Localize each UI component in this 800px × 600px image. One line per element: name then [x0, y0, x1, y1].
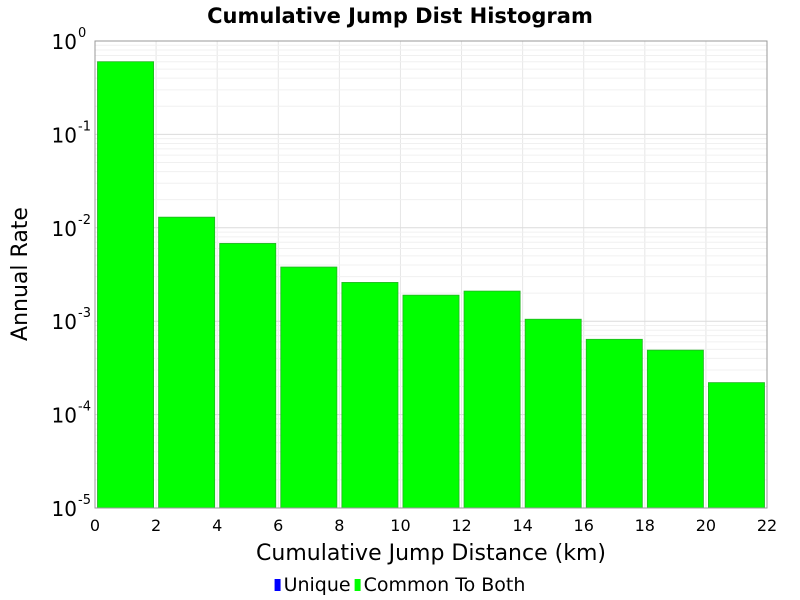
- x-tick-label: 6: [273, 516, 283, 535]
- y-tick-exponent: -4: [78, 400, 91, 415]
- y-tick-label: 10 -4: [52, 400, 91, 428]
- plot-frame: [94, 40, 768, 509]
- legend-label: Common To Both: [364, 574, 526, 596]
- bar: [708, 382, 765, 509]
- x-tick-label: 2: [151, 516, 161, 535]
- x-axis-ticks: 0 2 4 6 8 10 12 14 16 18 20 22: [90, 516, 777, 535]
- x-tick-label: 0: [90, 516, 100, 535]
- x-axis-label: Cumulative Jump Distance (km): [256, 541, 606, 566]
- y-tick-base: 10: [52, 30, 77, 54]
- y-tick-exponent: -3: [78, 306, 91, 321]
- bar: [219, 243, 277, 509]
- x-tick-label: 20: [696, 516, 716, 535]
- bar: [585, 338, 643, 509]
- y-tick-label: 10 0: [52, 26, 87, 54]
- y-axis-label: Annual Rate: [8, 207, 33, 341]
- y-tick-label: 10 -5: [52, 493, 91, 521]
- bar: [341, 282, 399, 509]
- legend-swatch: [274, 579, 281, 591]
- chart-title: Cumulative Jump Dist Histogram: [207, 4, 593, 28]
- y-tick-base: 10: [52, 310, 77, 334]
- bar: [280, 266, 338, 509]
- bars: [97, 61, 765, 509]
- legend-swatch: [354, 579, 361, 591]
- legend-item: Common To Both: [354, 574, 526, 596]
- y-tick-exponent: -2: [78, 213, 91, 228]
- x-tick-label: 4: [212, 516, 222, 535]
- x-tick-label: 12: [451, 516, 471, 535]
- y-tick-exponent: -5: [78, 493, 91, 508]
- y-tick-base: 10: [52, 404, 77, 428]
- bar: [646, 349, 704, 509]
- y-tick-label: 10 -3: [52, 306, 91, 334]
- x-tick-label: 22: [757, 516, 777, 535]
- x-tick-label: 18: [635, 516, 655, 535]
- legend-item: Unique: [274, 574, 351, 596]
- legend: Unique Common To Both: [274, 574, 526, 596]
- bar: [463, 290, 521, 509]
- y-tick-exponent: 0: [78, 26, 86, 41]
- y-tick-base: 10: [52, 217, 77, 241]
- x-tick-label: 8: [334, 516, 344, 535]
- x-tick-label: 16: [574, 516, 594, 535]
- bar: [524, 318, 582, 509]
- y-tick-label: 10 -1: [52, 119, 91, 147]
- y-tick-base: 10: [52, 497, 77, 521]
- y-tick-base: 10: [52, 123, 77, 147]
- bar: [158, 216, 216, 509]
- x-tick-label: 10: [390, 516, 410, 535]
- x-tick-label: 14: [512, 516, 532, 535]
- bar: [402, 294, 460, 509]
- bar: [97, 61, 154, 509]
- legend-label: Unique: [284, 574, 351, 596]
- y-tick-exponent: -1: [78, 119, 91, 134]
- y-tick-label: 10 -2: [52, 213, 91, 241]
